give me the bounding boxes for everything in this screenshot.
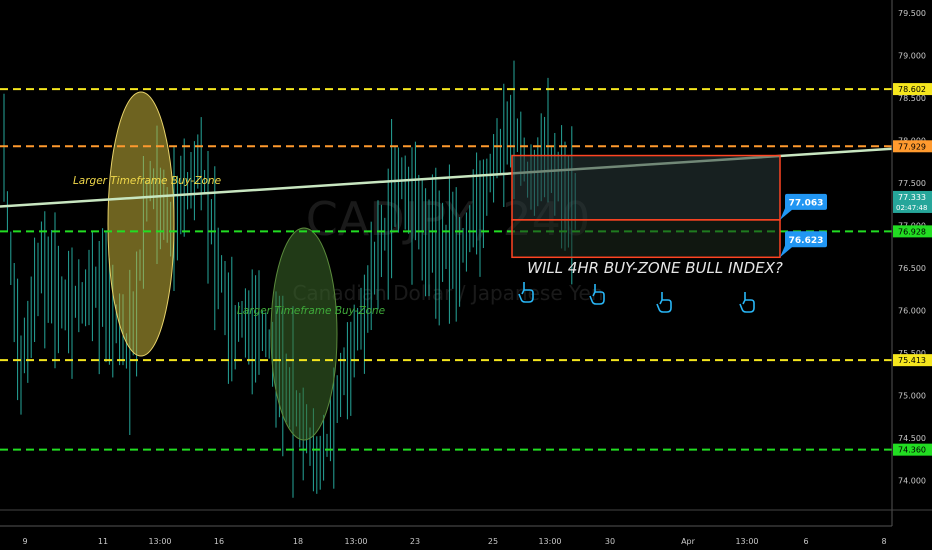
price-tick-label: 79.000 bbox=[898, 51, 926, 60]
level-price-tags: 78.602 77.929 76.928 75.413 74.360 bbox=[893, 83, 932, 456]
price-tick-label: 79.500 bbox=[898, 9, 926, 18]
price-tick-label: 74.500 bbox=[898, 434, 926, 443]
price-tick-label: 77.500 bbox=[898, 179, 926, 188]
buy-zone-ellipse-yellow[interactable] bbox=[107, 91, 175, 357]
time-tick-label: 6 bbox=[803, 537, 808, 546]
box-top-value: 77.063 bbox=[789, 198, 824, 208]
watermark-description: Canadian Dollar / Japanese Yen bbox=[292, 281, 603, 305]
current-price-tag: 77.333 02:47:48 bbox=[893, 190, 932, 213]
level-tag-value: 78.602 bbox=[898, 85, 926, 94]
time-tick-label: 13:00 bbox=[148, 537, 171, 546]
candlestick-series bbox=[3, 60, 576, 498]
pointing-hand-icon bbox=[518, 282, 534, 303]
time-tick-label: 25 bbox=[488, 537, 498, 546]
price-tick-label: 76.500 bbox=[898, 264, 926, 273]
box-top-label: 77.063 bbox=[780, 193, 827, 220]
time-tick-label: 18 bbox=[293, 537, 303, 546]
time-tick-label: Apr bbox=[681, 537, 696, 546]
time-tick-label: 11 bbox=[98, 537, 108, 546]
box-bottom-value: 76.623 bbox=[789, 236, 824, 246]
zone-box-upper[interactable] bbox=[511, 154, 781, 221]
time-tick-label: 8 bbox=[881, 537, 886, 546]
pointing-hand-icon bbox=[589, 284, 605, 305]
price-tick-label: 75.000 bbox=[898, 391, 926, 400]
zone-box-lower[interactable] bbox=[511, 219, 781, 259]
time-tick-label: 16 bbox=[214, 537, 224, 546]
level-tag bbox=[893, 443, 932, 456]
price-tick-label: 74.000 bbox=[898, 476, 926, 485]
price-tick-label: 76.000 bbox=[898, 306, 926, 315]
buy-zone-ellipse-green[interactable] bbox=[270, 227, 338, 441]
level-tag-value: 74.360 bbox=[898, 446, 926, 455]
time-axis[interactable]: 9 11 13:00 16 18 13:00 23 25 13:00 30 Apr 13:00 6 8 bbox=[22, 537, 886, 546]
zone-label-2: Larger Timeframe Buy-Zone bbox=[237, 305, 385, 317]
level-tag-value: 77.929 bbox=[898, 142, 926, 151]
price-tick-label: 75.500 bbox=[898, 349, 926, 358]
time-tick-label: 23 bbox=[410, 537, 420, 546]
level-tag-value: 75.413 bbox=[898, 356, 926, 365]
time-tick-label: 13:00 bbox=[538, 537, 561, 546]
headline-text: WILL 4HR BUY-ZONE BULL INDEX? bbox=[527, 259, 783, 277]
pointing-hand-icon bbox=[739, 292, 755, 313]
price-tick-label: 78.500 bbox=[898, 94, 926, 103]
bar-countdown: 02:47:48 bbox=[896, 204, 927, 212]
level-tag bbox=[893, 354, 932, 367]
zone-label-1: Larger Timeframe Buy-Zone bbox=[73, 175, 221, 187]
box-bottom-label: 76.623 bbox=[780, 231, 827, 258]
current-price-value: 77.333 bbox=[898, 193, 926, 202]
pointing-hand-icon bbox=[656, 292, 672, 313]
level-tag bbox=[893, 140, 932, 153]
level-tag bbox=[893, 83, 932, 96]
time-tick-label: 9 bbox=[22, 537, 27, 546]
level-tag bbox=[893, 225, 932, 238]
time-tick-label: 30 bbox=[605, 537, 615, 546]
time-tick-label: 13:00 bbox=[344, 537, 367, 546]
time-tick-label: 13:00 bbox=[735, 537, 758, 546]
level-tag-value: 76.928 bbox=[898, 227, 926, 236]
